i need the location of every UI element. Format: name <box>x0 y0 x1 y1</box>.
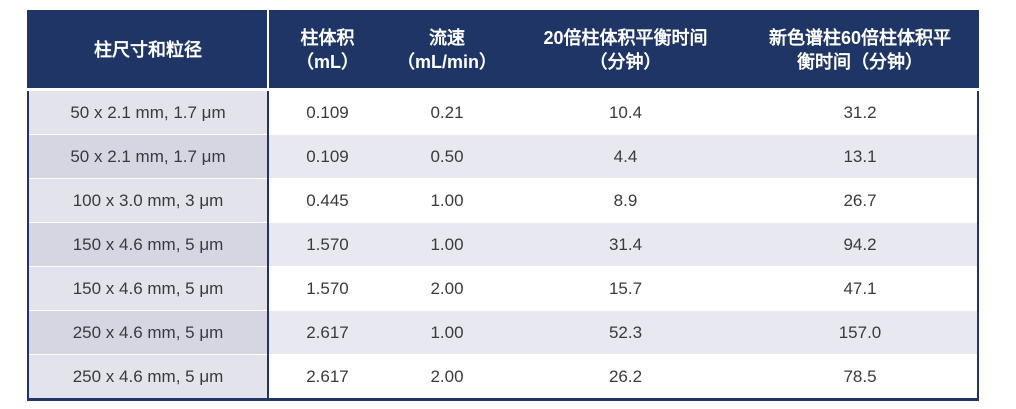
cell-flow-rate: 2.00 <box>386 354 508 400</box>
header-label: 20倍柱体积平衡时间 <box>543 27 708 48</box>
cell-column-volume: 1.570 <box>268 222 386 267</box>
cell-20x-time: 15.7 <box>508 266 743 311</box>
header-cell-60x-equilibration: 新色谱柱60倍柱体积平 衡时间（分钟） <box>743 11 978 91</box>
header-label: 柱体积 <box>300 27 355 48</box>
cell-column-size: 100 x 3.0 mm, 3 μm <box>28 178 269 223</box>
cell-column-size: 50 x 2.1 mm, 1.7 μm <box>28 89 269 135</box>
cell-column-size: 250 x 4.6 mm, 5 μm <box>28 310 269 355</box>
cell-20x-time: 52.3 <box>508 310 743 355</box>
table-row: 150 x 4.6 mm, 5 μm 1.570 1.00 31.4 94.2 <box>28 222 978 267</box>
header-label-unit: （mL） <box>296 52 359 72</box>
cell-column-size: 150 x 4.6 mm, 5 μm <box>28 266 269 311</box>
cell-60x-time: 31.2 <box>743 89 978 135</box>
cell-column-volume: 2.617 <box>268 354 386 400</box>
cell-column-volume: 1.570 <box>268 266 386 311</box>
header-label: 流速 <box>429 27 465 48</box>
cell-60x-time: 78.5 <box>743 354 978 400</box>
cell-column-volume: 0.109 <box>268 89 386 135</box>
cell-flow-rate: 0.21 <box>386 89 508 135</box>
cell-60x-time: 94.2 <box>743 222 978 267</box>
header-label: 柱尺寸和粒径 <box>94 39 202 60</box>
cell-20x-time: 26.2 <box>508 354 743 400</box>
cell-flow-rate: 1.00 <box>386 310 508 355</box>
table-row: 250 x 4.6 mm, 5 μm 2.617 2.00 26.2 78.5 <box>28 354 978 400</box>
cell-flow-rate: 0.50 <box>386 134 508 179</box>
table-row: 50 x 2.1 mm, 1.7 μm 0.109 0.50 4.4 13.1 <box>28 134 978 179</box>
cell-flow-rate: 2.00 <box>386 266 508 311</box>
header-cell-20x-equilibration: 20倍柱体积平衡时间 （分钟） <box>508 11 743 91</box>
cell-20x-time: 31.4 <box>508 222 743 267</box>
cell-column-volume: 0.109 <box>268 134 386 179</box>
cell-20x-time: 10.4 <box>508 89 743 135</box>
cell-60x-time: 157.0 <box>743 310 978 355</box>
table-row: 100 x 3.0 mm, 3 μm 0.445 1.00 8.9 26.7 <box>28 178 978 223</box>
header-label-unit: 衡时间（分钟） <box>797 52 923 72</box>
header-label: 新色谱柱60倍柱体积平 <box>768 27 952 48</box>
header-cell-flow-rate: 流速 （mL/min） <box>386 11 508 91</box>
table-row: 250 x 4.6 mm, 5 μm 2.617 1.00 52.3 157.0 <box>28 310 978 355</box>
cell-column-size: 50 x 2.1 mm, 1.7 μm <box>28 134 269 179</box>
cell-flow-rate: 1.00 <box>386 222 508 267</box>
equilibration-time-table: 柱尺寸和粒径 柱体积 （mL） 流速 （mL/min） 20倍柱体积平衡时间 （… <box>27 10 979 401</box>
cell-column-volume: 2.617 <box>268 310 386 355</box>
cell-20x-time: 8.9 <box>508 178 743 223</box>
header-cell-column-size: 柱尺寸和粒径 <box>28 11 269 91</box>
cell-60x-time: 47.1 <box>743 266 978 311</box>
cell-60x-time: 26.7 <box>743 178 978 223</box>
table-header-row: 柱尺寸和粒径 柱体积 （mL） 流速 （mL/min） 20倍柱体积平衡时间 （… <box>28 11 978 91</box>
cell-20x-time: 4.4 <box>508 134 743 179</box>
cell-column-volume: 0.445 <box>268 178 386 223</box>
header-label-unit: （mL/min） <box>396 52 497 72</box>
cell-column-size: 250 x 4.6 mm, 5 μm <box>28 354 269 400</box>
header-label-unit: （分钟） <box>589 52 662 72</box>
table-row: 50 x 2.1 mm, 1.7 μm 0.109 0.21 10.4 31.2 <box>28 89 978 135</box>
table-row: 150 x 4.6 mm, 5 μm 1.570 2.00 15.7 47.1 <box>28 266 978 311</box>
cell-60x-time: 13.1 <box>743 134 978 179</box>
header-cell-column-volume: 柱体积 （mL） <box>268 11 386 91</box>
cell-flow-rate: 1.00 <box>386 178 508 223</box>
cell-column-size: 150 x 4.6 mm, 5 μm <box>28 222 269 267</box>
